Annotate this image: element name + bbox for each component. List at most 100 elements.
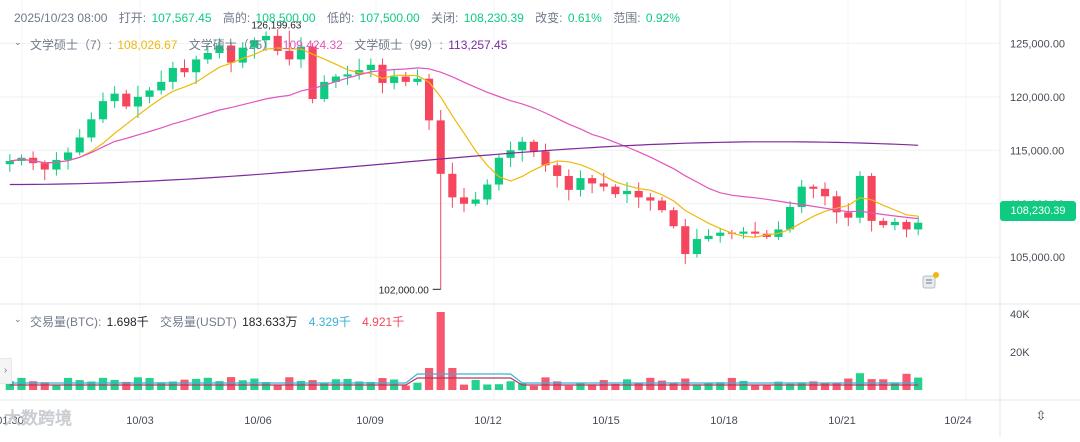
note-icon[interactable] [921,272,939,290]
candle-body [669,210,678,227]
candle-body [471,199,480,204]
candle-body [192,59,201,73]
candle-body [215,45,224,54]
candle-body [902,221,911,230]
candle-body [250,40,259,48]
candle-body [622,190,632,195]
candle-body [296,46,306,60]
volume-bar [681,378,690,390]
candle-body [308,46,317,99]
volume-bar [17,377,26,390]
volume-bar [611,383,620,390]
volume-bar [844,378,853,390]
time-axis-label: 10/24 [944,415,972,427]
volume-bar [320,382,329,390]
volume-ma-line [9,377,919,386]
candle-body [553,165,562,176]
candle-body [564,175,573,190]
volume-bar [669,382,678,390]
high-value: 108,500.00 [255,11,316,25]
volume-bar [634,383,643,390]
volume-bar [727,377,736,390]
candle-body [5,161,14,165]
watermark: 大数跨境 [4,409,72,428]
volume-bar [541,377,550,390]
volume-bar [646,377,655,390]
candle-body [238,47,247,63]
time-axis-label: 10/15 [592,415,620,427]
change-value: 0.61% [567,11,602,25]
candle-body [227,45,236,63]
chevron-down-icon[interactable]: ⌄ [14,37,22,47]
candle-body [448,173,457,198]
candle-body [681,226,690,255]
ma7-value: 108,026.67 [117,38,178,52]
time-axis-label: 10/21 [828,415,856,427]
volume-bar [751,385,760,390]
candle-body [75,137,84,153]
volume-btc-value: 1.698千 [106,315,149,329]
volume-bar [914,377,923,390]
candle-body [890,221,899,226]
volume-bar [588,384,597,390]
candle-body [832,196,841,213]
volume-bar [820,383,830,390]
volume-bar [203,377,212,390]
volume-bar [63,377,73,390]
volume-bar [448,368,457,390]
time-axis-label: 10/03 [126,415,154,427]
chevron-down-icon[interactable]: ⌄ [14,314,22,324]
candle-body [657,200,667,211]
time-axis-label: 10/09 [356,415,384,427]
candle-body [529,141,538,152]
candle-body [751,231,760,234]
candle-body [378,64,387,83]
close-label: 关闭: [431,11,459,25]
volume-bar [355,381,364,390]
volume-bar [809,381,818,390]
volume-bar [122,381,131,390]
volume-bar [855,373,865,390]
ma25-value: 109,424.32 [282,38,343,52]
candle-body [390,76,399,83]
candle-body [331,76,340,82]
range-label: 范围: [613,11,641,25]
candle-body [413,78,422,82]
volume-bar [285,377,294,390]
candle-body [63,152,73,160]
ma25-label: 文学硕士（25）: [188,38,278,52]
candle-body [98,101,108,120]
volume-row: 交易量(BTC): 1.698千 交易量(USDT) 183.633万 4.32… [30,313,406,330]
ma7-line [9,47,919,238]
candle-body [704,235,713,240]
volume-bar [774,381,783,390]
candle-body [133,96,142,107]
candle-body [494,157,504,185]
volume-ma-1: 4.329千 [308,315,351,329]
volume-bar [890,382,899,390]
candle-body [459,197,469,204]
candle-body [180,67,189,73]
volume-bar [273,385,282,390]
volume-bar [471,379,480,390]
candle-body [401,76,410,82]
volume-bar [459,384,469,390]
volume-bar [576,382,585,390]
chevron-right-icon[interactable]: › [0,358,12,384]
range-value: 0.92% [645,11,680,25]
volume-bar [483,384,492,390]
low-label: 低的: [326,11,355,25]
volume-bar [250,378,259,390]
time-axis-label: 10/06 [244,415,272,427]
volume-bar [133,377,142,390]
reset-scale-icon[interactable]: ⇳ [1035,408,1047,423]
volume-bar [98,377,108,390]
ma99-value: 113,257.45 [448,38,508,52]
volume-bar [424,368,434,390]
candle-body [867,175,876,221]
candle-body [424,78,434,121]
volume-bar [692,384,701,390]
volume-bar [366,382,375,390]
